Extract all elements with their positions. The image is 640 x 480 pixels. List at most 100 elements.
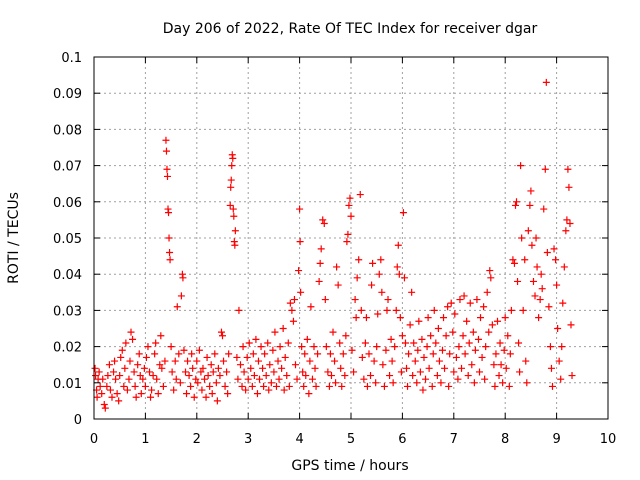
- data-point: [161, 357, 169, 365]
- data-point: [305, 390, 313, 398]
- data-point: [123, 386, 131, 394]
- data-point: [308, 375, 316, 383]
- data-point: [535, 314, 543, 322]
- data-point: [185, 372, 193, 380]
- data-point: [357, 306, 365, 314]
- data-point: [192, 375, 200, 383]
- data-point: [303, 335, 311, 343]
- data-point: [242, 386, 250, 394]
- data-point: [422, 375, 430, 383]
- data-point: [506, 350, 514, 358]
- data-point: [239, 343, 247, 351]
- data-point: [543, 248, 551, 256]
- y-tick-label: 0.1: [61, 51, 82, 66]
- x-tick-label: 3: [244, 432, 252, 447]
- data-point: [280, 386, 288, 394]
- data-point: [393, 263, 401, 271]
- data-point: [409, 372, 417, 380]
- data-point: [159, 382, 167, 390]
- data-point: [522, 357, 530, 365]
- data-point: [497, 361, 505, 369]
- data-point: [425, 364, 433, 372]
- data-point: [437, 379, 445, 387]
- data-point: [243, 353, 251, 361]
- data-point: [220, 357, 228, 365]
- data-point: [188, 350, 196, 358]
- data-point: [301, 350, 309, 358]
- data-point: [449, 328, 457, 336]
- data-point: [244, 375, 252, 383]
- data-point: [387, 335, 395, 343]
- data-point: [247, 364, 255, 372]
- data-point: [401, 339, 409, 347]
- data-point: [496, 339, 504, 347]
- data-point: [100, 401, 108, 409]
- data-point: [103, 382, 111, 390]
- data-point: [434, 325, 442, 332]
- data-point: [382, 346, 390, 354]
- x-tick-label: 4: [295, 432, 303, 447]
- data-point: [455, 343, 463, 351]
- data-point: [204, 372, 212, 380]
- data-point: [432, 339, 440, 347]
- data-point: [111, 357, 119, 365]
- data-point: [523, 379, 531, 387]
- data-point: [140, 364, 148, 372]
- data-point: [339, 350, 347, 358]
- data-point: [248, 382, 256, 390]
- data-point: [548, 382, 556, 390]
- data-point: [493, 317, 501, 325]
- data-point: [142, 353, 150, 361]
- data-point: [351, 296, 359, 304]
- data-point: [388, 357, 396, 365]
- data-point: [461, 350, 469, 358]
- data-point: [197, 368, 205, 376]
- data-point: [211, 350, 219, 358]
- data-point: [466, 299, 474, 307]
- data-point: [134, 361, 142, 369]
- data-point: [397, 368, 405, 376]
- data-point: [456, 296, 464, 304]
- data-point: [442, 332, 450, 340]
- data-point: [302, 372, 310, 380]
- data-point: [122, 339, 130, 347]
- data-point: [564, 165, 572, 173]
- data-point: [240, 368, 248, 376]
- data-point: [121, 364, 129, 372]
- data-point: [285, 382, 293, 390]
- data-point: [230, 212, 238, 220]
- data-point: [450, 368, 458, 376]
- y-tick-label: 0.09: [53, 87, 82, 102]
- data-point: [296, 205, 304, 213]
- data-point: [350, 368, 358, 376]
- data-point: [146, 368, 154, 376]
- data-point: [278, 364, 286, 372]
- data-point: [487, 274, 495, 282]
- data-point: [290, 296, 298, 304]
- data-point: [289, 317, 297, 325]
- data-point: [166, 248, 174, 256]
- data-point: [260, 382, 268, 390]
- y-axis-title: ROTI / TECUs: [6, 192, 22, 284]
- data-point: [298, 343, 306, 351]
- data-point: [227, 183, 235, 191]
- data-point: [187, 382, 195, 390]
- data-point: [533, 263, 541, 271]
- data-point: [435, 357, 443, 365]
- data-point: [231, 227, 239, 235]
- data-point: [369, 259, 377, 267]
- data-point: [384, 296, 392, 304]
- data-point: [423, 343, 431, 351]
- data-points: [91, 78, 576, 412]
- data-point: [127, 328, 135, 336]
- data-point: [315, 277, 323, 285]
- data-point: [406, 321, 414, 329]
- data-point: [500, 346, 508, 354]
- data-point: [126, 357, 134, 365]
- data-point: [151, 350, 159, 358]
- data-point: [460, 292, 468, 300]
- data-point: [345, 201, 353, 209]
- x-tick-label: 10: [600, 432, 617, 447]
- data-point: [545, 303, 553, 311]
- data-point: [209, 368, 217, 376]
